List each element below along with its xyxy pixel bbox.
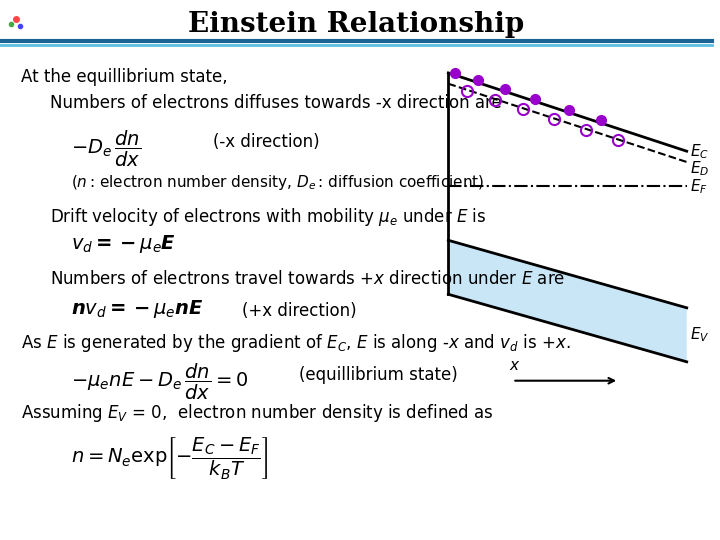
Text: Assuming $E_V$ = 0,  electron number density is defined as: Assuming $E_V$ = 0, electron number dens… bbox=[22, 402, 494, 424]
Text: $n = N_e \exp\!\left[-\dfrac{E_C - E_F}{k_B T}\right]$: $n = N_e \exp\!\left[-\dfrac{E_C - E_F}{… bbox=[71, 435, 269, 481]
Text: $E_D$: $E_D$ bbox=[690, 159, 710, 178]
Text: Numbers of electrons diffuses towards -x direction are: Numbers of electrons diffuses towards -x… bbox=[50, 94, 502, 112]
Text: ($n\,$: electron number density, $D_e\,$: diffusion coefficient): ($n\,$: electron number density, $D_e\,$… bbox=[71, 173, 485, 192]
Text: $-D_e\,\dfrac{dn}{dx}$: $-D_e\,\dfrac{dn}{dx}$ bbox=[71, 129, 141, 168]
Polygon shape bbox=[449, 240, 687, 362]
Text: Drift velocity of electrons with mobility $\mu_e$ under $E$ is: Drift velocity of electrons with mobilit… bbox=[50, 206, 486, 228]
Text: $E_F$: $E_F$ bbox=[690, 177, 708, 195]
Text: $-\mu_e nE - D_e\,\dfrac{dn}{dx} = 0$: $-\mu_e nE - D_e\,\dfrac{dn}{dx} = 0$ bbox=[71, 362, 248, 402]
Text: (-x direction): (-x direction) bbox=[214, 133, 320, 151]
Text: $E_C$: $E_C$ bbox=[690, 142, 709, 160]
Text: Numbers of electrons travel towards $+x$ direction under $E$ are: Numbers of electrons travel towards $+x$… bbox=[50, 270, 565, 288]
Text: As $E$ is generated by the gradient of $E_C$, $E$ is along -$x$ and $v_d$ is +$x: As $E$ is generated by the gradient of $… bbox=[22, 332, 571, 354]
Text: $E_V$: $E_V$ bbox=[690, 326, 710, 344]
Text: $\boldsymbol{v_d = -\mu_e E}$: $\boldsymbol{v_d = -\mu_e E}$ bbox=[71, 233, 176, 255]
Text: $x$: $x$ bbox=[509, 357, 521, 373]
Text: $\boldsymbol{nv_d = -\mu_e nE}$: $\boldsymbol{nv_d = -\mu_e nE}$ bbox=[71, 298, 204, 320]
Text: At the equillibrium state,: At the equillibrium state, bbox=[22, 68, 228, 85]
Text: Einstein Relationship: Einstein Relationship bbox=[188, 11, 524, 38]
Text: (+x direction): (+x direction) bbox=[242, 302, 356, 320]
Text: (equillibrium state): (equillibrium state) bbox=[299, 366, 458, 384]
